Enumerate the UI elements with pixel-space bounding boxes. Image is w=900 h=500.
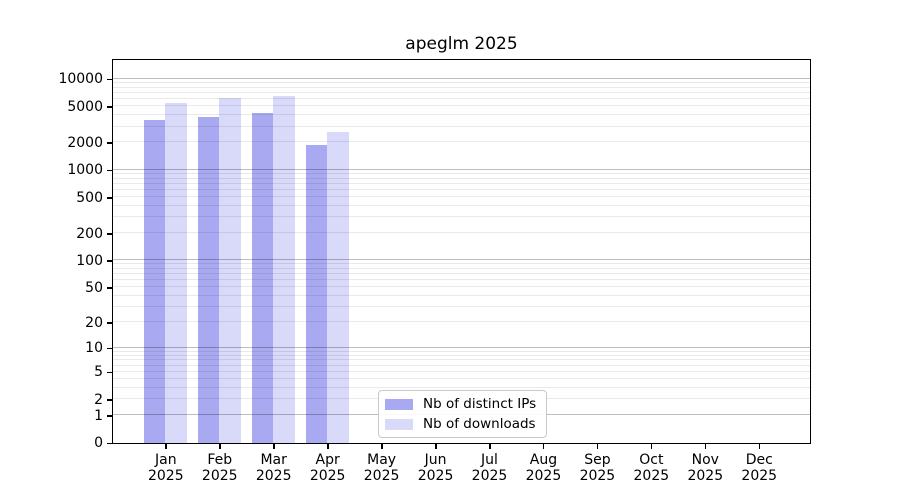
y-tick-label-10000: 10000 [58,71,103,88]
bar-downloads-apr [327,131,349,443]
legend-label-distinct-ips: Nb of distinct IPs [423,395,537,412]
y-tick-1000 [107,169,112,172]
legend-row-downloads: Nb of downloads [385,416,540,433]
y-tick-label-5: 5 [94,364,103,381]
y-tick-5 [107,371,112,374]
y-tick-label-100: 100 [76,252,103,269]
x-tick-label-may: May 2025 [363,452,400,484]
x-tick-label-sep: Sep 2025 [579,452,616,484]
y-tick-10 [107,347,112,350]
x-tick-feb [219,444,221,449]
x-tick-label-feb: Feb 2025 [201,452,238,484]
y-tick-2000 [107,142,112,144]
x-tick-label-oct: Oct 2025 [633,452,670,484]
y-tick-500 [107,197,112,199]
y-tick-50 [107,287,112,289]
y-tick-label-200: 200 [76,225,103,242]
x-tick-aug [542,444,545,449]
x-tick-jun [435,444,437,449]
bar-distinct-ips-jan [143,120,166,443]
plot-area [111,58,811,444]
x-tick-sep [596,444,599,449]
y-tick-0 [107,442,112,444]
y-tick-label-20: 20 [85,314,103,331]
y-tick-5000 [107,106,112,108]
x-tick-label-aug: Aug 2025 [525,452,562,484]
bar-distinct-ips-apr [305,145,328,443]
y-gridline-6000 [112,98,810,100]
y-gridline-8000 [112,86,810,88]
legend-swatch-downloads [385,418,413,430]
chart-title: apeglm 2025 [405,34,518,54]
y-tick-label-2: 2 [94,391,103,408]
y-tick-20 [107,322,112,324]
x-tick-label-dec: Dec 2025 [741,452,778,484]
y-gridline-10000 [112,77,810,79]
y-tick-label-2000: 2000 [67,134,103,151]
x-tick-oct [650,444,653,449]
y-tick-label-10: 10 [85,340,103,357]
x-tick-jul [489,444,491,449]
x-tick-label-nov: Nov 2025 [687,452,724,484]
y-gridline-4000 [112,114,810,116]
x-tick-apr [327,444,329,449]
x-tick-label-jun: Jun 2025 [417,452,454,484]
legend-label-downloads: Nb of downloads [423,415,536,432]
y-gridline-5000 [112,105,810,107]
x-tick-dec [758,444,761,449]
bar-distinct-ips-mar [251,112,274,443]
y-tick-label-50: 50 [85,279,103,296]
y-tick-100 [107,260,112,262]
y-tick-10000 [107,78,112,81]
legend: Nb of distinct IPs Nb of downloads [378,390,547,438]
bar-downloads-feb [219,97,241,443]
y-gridline-7000 [112,92,810,94]
x-tick-mar [273,444,275,449]
x-tick-jan [165,444,167,449]
bar-distinct-ips-feb [197,117,220,443]
x-tick-label-mar: Mar 2025 [255,452,292,484]
y-tick-label-1: 1 [94,407,103,424]
x-tick-label-jul: Jul 2025 [471,452,508,484]
y-tick-200 [107,233,112,235]
legend-row-distinct-ips: Nb of distinct IPs [385,396,540,413]
y-tick-label-1000: 1000 [67,162,103,179]
bar-downloads-mar [273,96,295,443]
y-tick-label-500: 500 [76,189,103,206]
x-tick-nov [704,444,707,449]
y-gridline-9000 [112,82,810,84]
y-tick-label-5000: 5000 [67,98,103,115]
y-tick-1 [107,415,112,417]
x-tick-may [381,444,383,449]
x-tick-label-jan: Jan 2025 [147,452,184,484]
y-tick-label-0: 0 [94,435,103,451]
y-tick-2 [107,399,112,401]
bar-downloads-jan [165,102,187,443]
legend-swatch-distinct-ips [385,398,413,410]
x-tick-label-apr: Apr 2025 [309,452,346,484]
